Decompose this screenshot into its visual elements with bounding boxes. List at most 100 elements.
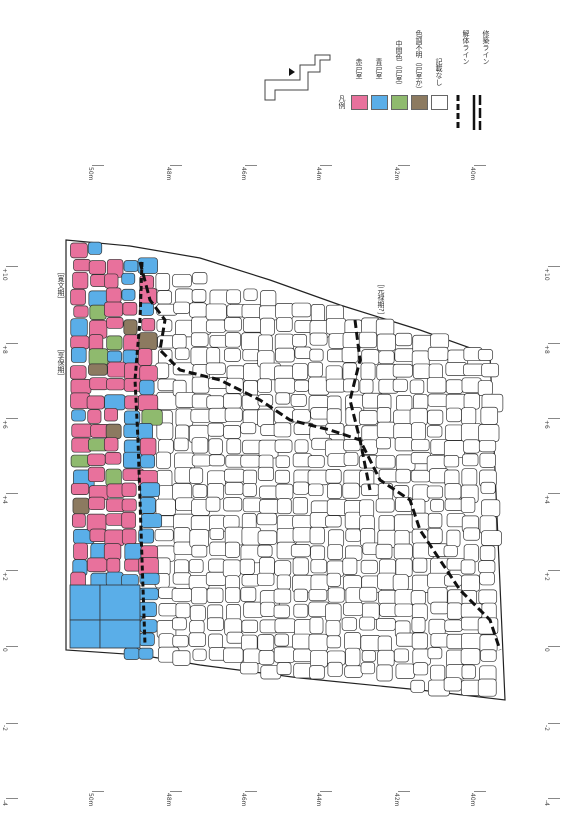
- legend-swatch-none: [431, 95, 448, 110]
- stone: [189, 605, 206, 622]
- stone: [479, 571, 495, 586]
- colored-stone: [70, 335, 90, 350]
- stone: [275, 483, 294, 500]
- colored-stone: [104, 407, 118, 422]
- stone: [174, 347, 190, 360]
- stone: [190, 409, 212, 423]
- stone: [378, 590, 397, 605]
- stone: [273, 646, 296, 663]
- stone: [342, 482, 360, 499]
- colored-stone: [87, 453, 106, 466]
- stone: [480, 481, 496, 494]
- colored-stone: [139, 302, 154, 316]
- stone: [225, 587, 241, 604]
- stone: [358, 331, 377, 349]
- stone: [392, 363, 413, 378]
- stone: [443, 455, 460, 468]
- stone: [478, 560, 496, 574]
- stone: [243, 288, 258, 301]
- stone: [260, 601, 276, 617]
- stone: [359, 378, 374, 394]
- stone: [378, 350, 395, 365]
- legend-swatch-brown: [411, 95, 428, 110]
- stone: [430, 333, 450, 349]
- axis-tick: [6, 570, 18, 571]
- stone: [242, 497, 262, 513]
- annotation-kyoho: ［享保期］: [57, 345, 65, 380]
- stone: [376, 333, 396, 352]
- stone: [409, 379, 425, 395]
- stone: [430, 601, 449, 615]
- stone: [392, 574, 409, 591]
- stone: [376, 618, 396, 631]
- colored-stone: [138, 601, 157, 617]
- stone: [393, 543, 413, 560]
- axis-bottom-label: 42m: [393, 793, 400, 807]
- axis-right-label: +10: [543, 268, 550, 281]
- stone: [325, 378, 346, 393]
- colored-stone: [99, 584, 141, 621]
- stone: [208, 633, 223, 649]
- colored-stone: [139, 497, 156, 514]
- stone: [341, 346, 359, 363]
- stone: [292, 497, 308, 515]
- colored-stone: [123, 647, 140, 660]
- stone: [208, 438, 223, 455]
- stone: [172, 617, 187, 631]
- stone: [345, 647, 361, 667]
- axis-tick: [170, 791, 182, 792]
- stone: [428, 618, 446, 636]
- dismantling-line-2: [348, 319, 372, 491]
- colored-stone: [73, 259, 91, 272]
- stone: [361, 650, 376, 662]
- legend-label-dismantling-line: 解体ライン: [462, 30, 470, 65]
- stone: [342, 557, 358, 575]
- stone: [310, 303, 325, 323]
- stone: [175, 408, 194, 427]
- stone: [242, 348, 260, 362]
- stone: [310, 574, 329, 592]
- axis-left-label: +10: [1, 268, 8, 281]
- stone: [256, 512, 278, 526]
- stone: [462, 453, 479, 467]
- stone: [478, 589, 498, 604]
- colored-stone: [72, 271, 89, 290]
- stone: [460, 559, 476, 575]
- stone: [258, 650, 275, 665]
- stone: [258, 334, 273, 353]
- stone: [292, 363, 309, 380]
- stone: [260, 317, 275, 336]
- stone: [461, 407, 477, 426]
- stone: [190, 332, 209, 347]
- stone: [156, 290, 172, 305]
- stone: [259, 499, 280, 514]
- colored-stone: [103, 437, 119, 452]
- stone: [209, 527, 225, 540]
- stone: [359, 499, 375, 518]
- legend-swatch-red: [351, 95, 368, 110]
- stone: [326, 635, 342, 649]
- axis-bottom-label: 50m: [87, 793, 94, 807]
- colored-stone: [71, 423, 93, 438]
- stone: [191, 437, 209, 454]
- stone: [481, 499, 501, 517]
- stone: [175, 602, 191, 619]
- stone: [477, 349, 494, 361]
- colored-stone: [140, 454, 156, 469]
- colored-stone: [138, 394, 159, 412]
- colored-stone: [141, 318, 156, 332]
- stone: [443, 677, 462, 692]
- stone: [224, 317, 242, 332]
- stone: [375, 543, 393, 559]
- colored-stone: [106, 317, 124, 329]
- stone: [325, 515, 342, 528]
- stone: [481, 530, 502, 546]
- stone: [377, 635, 392, 653]
- stone: [376, 407, 392, 423]
- stone: [188, 559, 204, 573]
- colored-stone: [73, 305, 89, 318]
- colored-stone: [104, 452, 122, 465]
- stone: [275, 347, 295, 363]
- colored-stone: [122, 302, 138, 316]
- stone: [224, 482, 244, 496]
